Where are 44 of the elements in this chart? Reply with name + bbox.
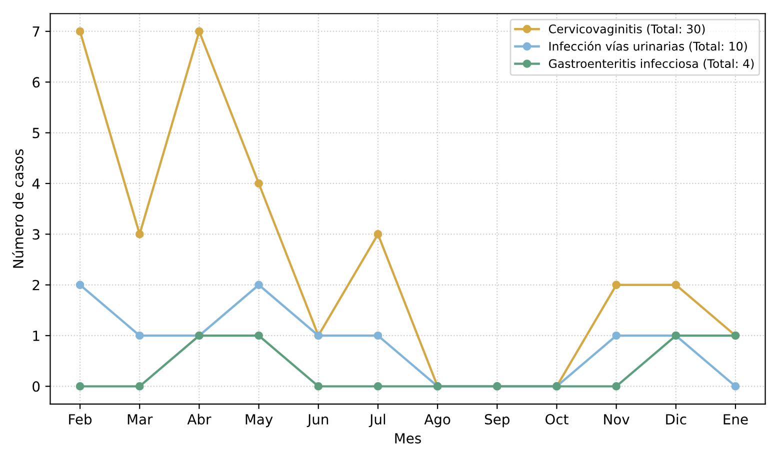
legend-label: Cervicovaginitis (Total: 30) — [548, 24, 705, 36]
point — [76, 382, 84, 390]
x-tick-label: Oct — [545, 414, 568, 425]
point — [672, 280, 680, 290]
x-tick-label: Jun — [306, 414, 328, 428]
x-tick-label: Ene — [724, 414, 748, 425]
y-tick-label: 3 — [32, 229, 40, 240]
y-tick-label: 0 — [32, 381, 40, 392]
point — [374, 331, 382, 340]
x-tick-label: May — [246, 414, 273, 428]
x-tick-label: Sep — [484, 414, 510, 428]
x-axis-title: Mes — [395, 433, 421, 444]
x-tick-label: Dic — [666, 414, 686, 425]
point — [612, 280, 620, 290]
y-tick-label: 2 — [32, 280, 40, 290]
point — [314, 382, 323, 390]
point — [76, 27, 84, 36]
y-tick-label: 5 — [32, 128, 40, 138]
point — [254, 280, 263, 290]
y-tick-label: 1 — [33, 330, 40, 341]
point — [254, 331, 263, 340]
point — [374, 382, 382, 390]
legend-label: Gastroenteritis infecciosa (Total: 4) — [548, 58, 754, 70]
point — [612, 331, 620, 340]
x-tick-label: Mar — [128, 414, 153, 425]
x-tick-label: Abr — [187, 414, 212, 425]
point — [195, 27, 204, 36]
y-tick-label: 6 — [32, 77, 40, 88]
y-tick-label: 4 — [32, 178, 40, 189]
point — [135, 331, 144, 340]
point — [135, 230, 144, 238]
point — [76, 280, 84, 290]
point — [374, 230, 382, 238]
x-tick-label: Feb — [69, 414, 92, 425]
x-tick-label: Ago — [424, 414, 450, 428]
point — [731, 382, 740, 390]
x-tick-label: Nov — [604, 414, 630, 425]
point — [612, 382, 620, 390]
point — [135, 382, 144, 390]
y-axis-title: Número de casos — [12, 149, 24, 268]
legend-label: Infección vías urinarias (Total: 10) — [549, 41, 747, 52]
y-tick-label: 7 — [32, 26, 40, 37]
x-tick-label: Jul — [368, 414, 386, 428]
point — [254, 179, 263, 188]
